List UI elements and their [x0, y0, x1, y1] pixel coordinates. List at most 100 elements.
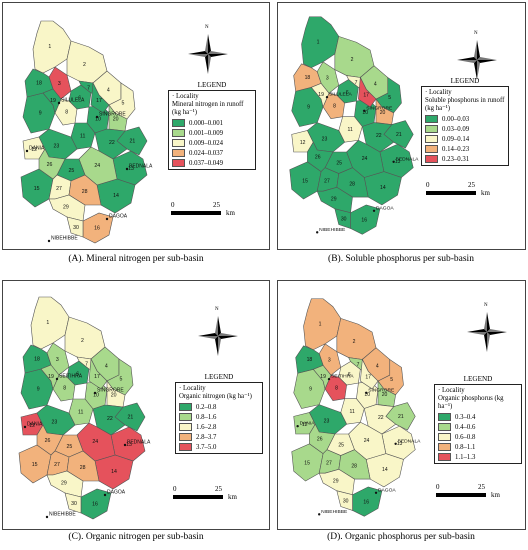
- locality-dot: [392, 160, 395, 163]
- legend-swatch: [438, 453, 451, 461]
- legend-swatch: [425, 115, 438, 123]
- locality-label: NIBEHIBBE: [319, 227, 346, 233]
- legend-swatch: [425, 155, 438, 163]
- locality-label: SINGRORE: [366, 105, 393, 111]
- subbasin-29: [48, 194, 86, 222]
- subbasin-number: 22: [107, 416, 113, 422]
- subbasin-number: 10: [95, 116, 101, 122]
- subbasin-number: 12: [300, 140, 306, 146]
- subbasin-number: 10: [93, 392, 99, 398]
- subbasin-number: 20: [380, 110, 386, 116]
- locality-label: SILULELA: [329, 92, 353, 98]
- legend-header: Soluble phosphorus in runoff (kg ha⁻¹): [425, 97, 505, 112]
- locality-label: DANIA: [300, 421, 316, 427]
- locality-label: DAGOA: [107, 490, 126, 496]
- locality-dot: [93, 391, 97, 395]
- locality-label: DANIA: [27, 422, 43, 428]
- subbasin-number: 12: [302, 422, 308, 428]
- subbasin-number: 16: [92, 502, 98, 508]
- subbasin-number: 5: [120, 377, 123, 383]
- north-label: N: [215, 307, 219, 312]
- subbasin-number: 28: [82, 189, 88, 195]
- locality-dot: [55, 377, 59, 381]
- legend-item: 0.6–0.8: [438, 433, 518, 441]
- locality-dot: [318, 513, 321, 516]
- locality-label: BEDNALA: [396, 156, 420, 162]
- subbasin-number: 27: [324, 178, 330, 184]
- legend-label: 0.037–0.049: [189, 159, 223, 167]
- subbasin-number: 6: [346, 90, 349, 96]
- panel-caption: (D). Organic phosphorus per sub-basin: [327, 532, 475, 542]
- legend-item: 0.8–1.1: [438, 443, 518, 451]
- scale-unit: km: [491, 491, 500, 499]
- locality-dot: [372, 209, 376, 212]
- legend-box: · Locality Soluble phosphorus in runoff (…: [421, 86, 509, 166]
- subbasin-29: [318, 468, 355, 496]
- legend-header: Organic nitrogen (kg ha⁻¹): [179, 393, 252, 400]
- legend-item: 0.009–0.024: [172, 139, 252, 147]
- legend-label: 0.009–0.024: [189, 139, 223, 147]
- legend-swatch: [425, 125, 438, 133]
- subbasin-number: 9: [39, 110, 42, 116]
- locality-dot: [327, 377, 331, 381]
- legend-swatch: [172, 139, 185, 147]
- subbasin-number: 29: [63, 204, 69, 210]
- scale-unit: km: [228, 493, 237, 501]
- subbasin-1: [303, 298, 342, 351]
- legend-item: 0.000–0.001: [172, 119, 252, 127]
- subbasin-29: [316, 186, 353, 214]
- subbasin-number: 26: [315, 155, 321, 161]
- subbasin-30: [66, 216, 84, 238]
- subbasin-number: 3: [56, 357, 59, 363]
- legend-item: 0.024–0.037: [172, 149, 252, 157]
- scale-max: 25: [215, 485, 222, 493]
- legend-title: LEGEND: [450, 77, 480, 85]
- subbasin-number: 29: [61, 480, 67, 486]
- subbasin-number: 27: [54, 462, 60, 468]
- north-arrow-icon: N: [464, 303, 510, 360]
- legend-item: 3.7–5.0: [179, 443, 259, 451]
- north-label: N: [205, 25, 209, 30]
- legend-header: Organic phosphorus (kg ha⁻¹): [438, 395, 504, 410]
- subbasin-number: 23: [52, 419, 58, 425]
- locality-dot: [23, 425, 27, 429]
- legend-item: 0.2–0.8: [179, 403, 259, 411]
- locality-label: DAGOA: [376, 205, 394, 211]
- legend-item: 0.14–0.23: [425, 145, 505, 153]
- locality-dot: [47, 239, 51, 243]
- subbasin-number: 14: [382, 467, 388, 473]
- map-panel-b: 1 2 3 4 5 6 7 8 9 10 11 12 13 14 15 16 17 18 19 20 21 22 23 24 2…: [277, 2, 526, 250]
- legend-item: 1.6–2.8: [179, 423, 259, 431]
- subbasin-number: 8: [333, 104, 336, 110]
- basin-map: 1234567891011121314151617181920212223242…: [289, 16, 420, 235]
- locality-label: BEDNALA: [398, 438, 422, 444]
- locality-dot: [316, 231, 319, 234]
- scale-unit: km: [481, 189, 490, 197]
- subbasin-number: 16: [361, 217, 367, 223]
- map-panel-d: 1 2 3 4 5 6 7 8 9 10 11 12 13 14 15 16 17 18 19 20 21 22 23 24 2…: [277, 280, 526, 530]
- subbasin-number: 9: [309, 386, 312, 392]
- subbasin-number: 3: [328, 357, 331, 363]
- subbasin-number: 30: [341, 217, 347, 223]
- subbasin-number: 30: [71, 501, 77, 507]
- legend-label: 0.4–0.6: [455, 423, 476, 431]
- subbasin-number: 8: [63, 386, 66, 392]
- locality-dot: [394, 442, 397, 445]
- subbasin-number: 25: [67, 444, 73, 450]
- subbasin-number: 17: [365, 374, 371, 380]
- subbasin-number: 29: [333, 478, 339, 484]
- subbasin-22: [363, 404, 397, 435]
- subbasin-number: 28: [351, 463, 357, 469]
- map-panel-c: 1 2 3 4 5 6 7 8 9 10 11 12 13 14 15 16 17 18 19 20 21 22 23 24 2…: [2, 280, 270, 530]
- north-label: N: [484, 303, 488, 308]
- subbasin-number: 11: [348, 127, 353, 133]
- locality-dot: [363, 109, 366, 113]
- subbasin-number: 7: [355, 80, 358, 86]
- panel-caption: (C). Organic nitrogen per sub-basin: [68, 532, 204, 542]
- scale-bar: 0 25 km: [436, 483, 516, 507]
- subbasin-number: 5: [122, 101, 125, 107]
- north-arrow-icon: N: [185, 25, 231, 82]
- scale-zero: 0: [171, 201, 175, 209]
- subbasin-number: 15: [34, 186, 40, 192]
- scale-max: 25: [468, 181, 475, 189]
